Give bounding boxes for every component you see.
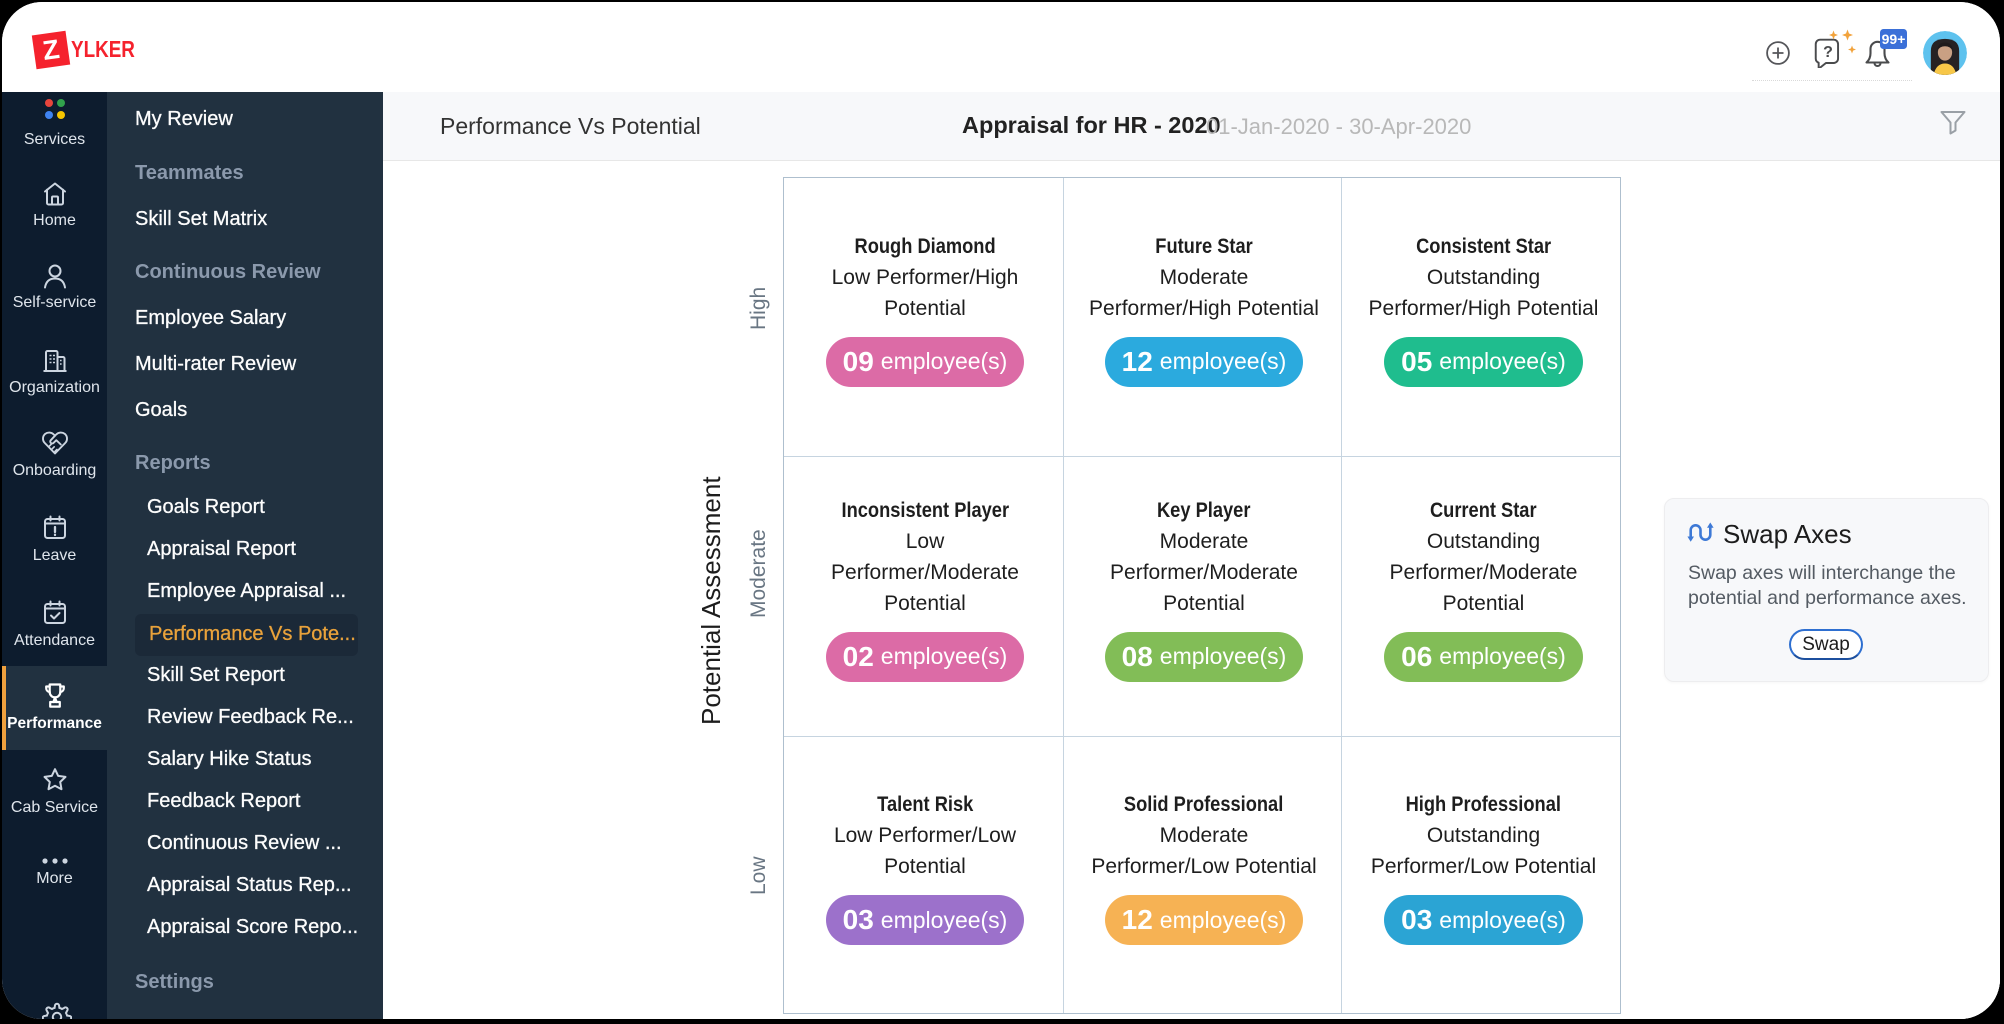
svg-text:?: ? bbox=[1823, 44, 1833, 61]
svg-text:99+: 99+ bbox=[1882, 31, 1906, 47]
